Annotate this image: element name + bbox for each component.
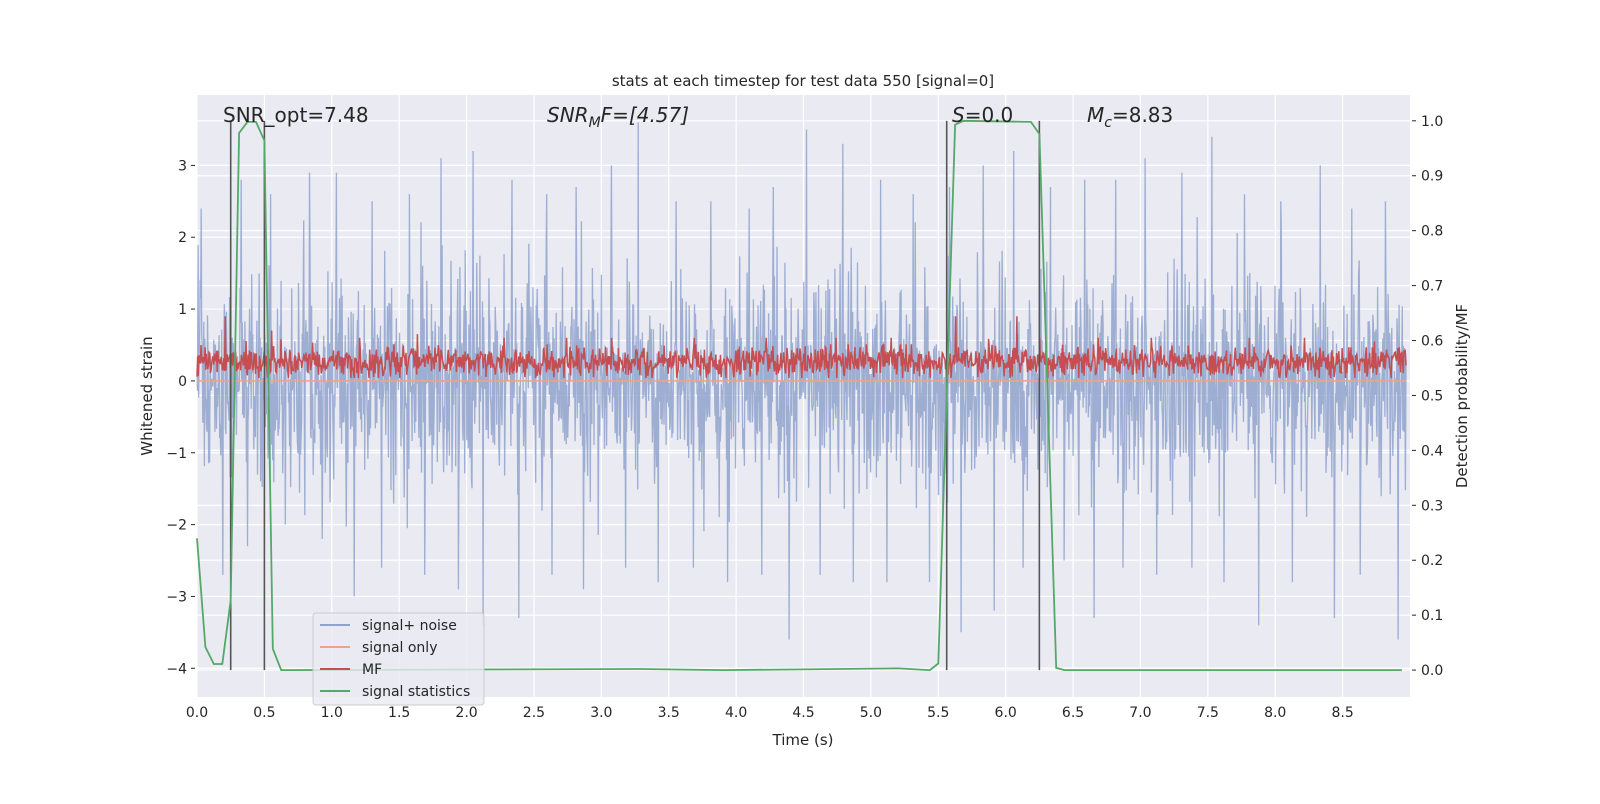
x-tick-label: 5.5 [927,705,949,721]
grid [196,95,1410,697]
x-tick-label: 0.5 [253,705,275,721]
y-tick-label-right: 0.5 [1421,388,1443,404]
legend-label: signal+ noise [362,618,457,634]
x-tick-label: 3.0 [590,705,612,721]
legend-label: signal only [362,640,437,656]
x-tick-label: 6.5 [1062,705,1084,721]
legend-box [312,612,485,706]
y-tick-label-left: −4 [166,661,187,677]
legend-label: MF [362,662,382,678]
x-tick-label: 1.5 [388,705,410,721]
s-main: S [952,103,965,127]
y-tick-label-left: 0 [178,374,187,390]
ticks: 0.0 0.5 1.0 1.5 2.0 2.5 3.0 3.5 4.0 4.5 5.0 5.5 6.0 6… [166,114,1443,721]
mc-rest: =8.83 [1112,103,1173,127]
y-tick-label-right: 0.0 [1421,663,1443,679]
series-mf [196,316,1407,379]
series-signal-statistics [196,119,1402,672]
mc-sub: c [1104,115,1112,131]
x-tick-label: 2.0 [455,705,477,721]
y-tick-label-right: 0.4 [1421,443,1443,459]
x-axis-label: Time (s) [772,731,834,749]
legend-label: signal statistics [362,684,470,700]
x-tick-label: 1.0 [321,705,343,721]
y-tick-label-right: 0.2 [1421,553,1443,569]
y-tick-label-left: −1 [166,446,187,462]
snr-mf-rest-f: F=[4.57] [601,103,689,127]
y-tick-label-left: −2 [166,518,187,534]
x-tick-label: 4.5 [792,705,814,721]
snr-mf-main: SNR [547,103,589,127]
y-tick-label-left: 2 [178,230,187,246]
y-tick-label-right: 0.6 [1421,334,1443,350]
x-tick-label: 3.5 [658,705,680,721]
y-axis-label-right: Detection probability/MF [1453,304,1471,488]
x-tick-label: 5.0 [860,705,882,721]
y-tick-label-right: 0.3 [1421,498,1443,514]
snr-mf-sub: M [589,115,601,131]
legend-item-mf: MF [320,662,382,678]
s-rest: =0.0 [965,103,1014,127]
legend: signal+ noise signal only MF signal stat… [312,612,485,706]
chart-title: stats at each timestep for test data 550… [612,72,994,90]
legend-item-signal-only: signal only [320,640,437,656]
x-tick-label: 7.0 [1129,705,1151,721]
x-tick-label: 8.0 [1264,705,1286,721]
y-axis-label-left: Whitened strain [138,336,156,455]
y-tick-label-left: 1 [178,302,187,318]
y-tick-label-right: 0.8 [1421,224,1443,240]
x-tick-label: 7.5 [1197,705,1219,721]
x-tick-label: 4.0 [725,705,747,721]
legend-item-signal-statistics: signal statistics [320,684,470,700]
y-tick-label-right: 0.7 [1421,279,1443,295]
annotation-s: S=0.0 [952,103,1013,127]
legend-item-signal-noise: signal+ noise [320,618,457,634]
y-tick-label-right: 1.0 [1421,114,1443,130]
x-tick-label: 8.5 [1331,705,1353,721]
annotation-mc: Mc=8.83 [1087,103,1173,131]
annotation-snr-opt: SNR_opt=7.48 [223,103,369,127]
x-tick-label: 6.0 [995,705,1017,721]
x-tick-label: 0.0 [186,705,208,721]
annotation-snr-mf: SNRMF=[4.57] [547,103,689,131]
y-tick-label-right: 0.9 [1421,169,1443,185]
mc-main: M [1087,103,1104,127]
series-layer [196,119,1407,672]
y-tick-label-left: 3 [178,158,187,174]
y-tick-label-left: −3 [166,589,187,605]
y-tick-label-right: 0.1 [1421,608,1443,624]
x-tick-label: 2.5 [523,705,545,721]
